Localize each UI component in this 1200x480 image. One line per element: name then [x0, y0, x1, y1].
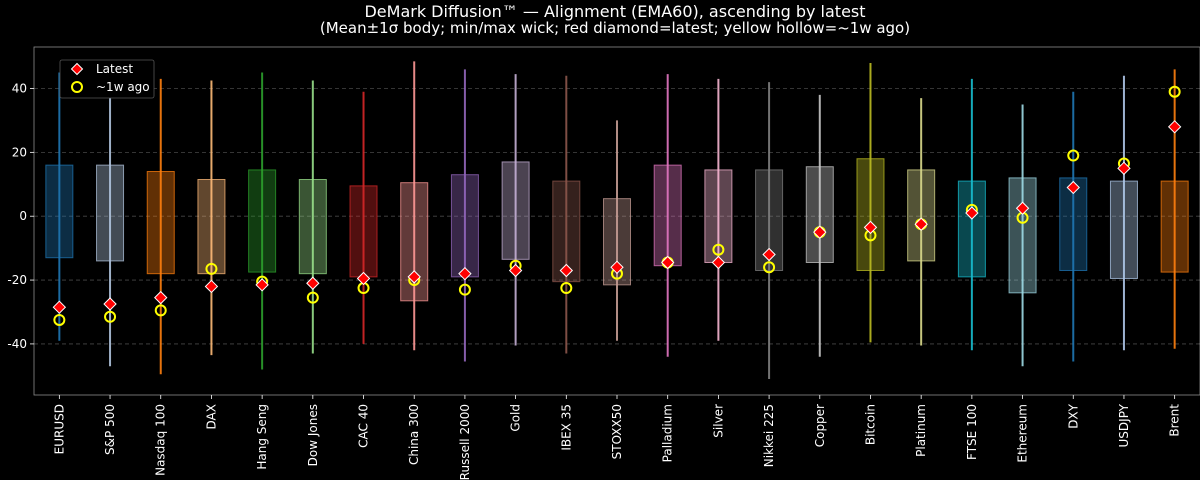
box-body	[957, 180, 986, 278]
x-tick-label: Nikkei 225	[762, 404, 776, 467]
x-tick-label: Copper	[813, 404, 827, 447]
x-tick-label: DXY	[1066, 403, 1080, 428]
latest-marker	[458, 266, 472, 281]
y-tick-label: 0	[19, 209, 27, 223]
week-ago-marker	[560, 282, 573, 295]
latest-marker	[660, 255, 675, 270]
box-body	[298, 178, 327, 275]
x-tick-label: Russell 2000	[458, 404, 472, 480]
box-body	[1008, 177, 1037, 294]
latest-marker	[154, 290, 168, 305]
latest-marker	[762, 247, 776, 262]
x-tick-label: IBEX 35	[559, 404, 573, 451]
y-tick-label: 40	[12, 82, 27, 96]
latest-marker	[610, 260, 624, 275]
latest-marker	[711, 255, 726, 270]
x-tick-label: FTSE 100	[965, 404, 979, 460]
latest-marker	[407, 270, 421, 284]
latest-marker	[508, 263, 523, 278]
legend-box	[59, 59, 155, 99]
latest-marker	[1167, 120, 1182, 134]
x-tick-label: Gold	[509, 404, 523, 432]
latest-marker	[204, 279, 219, 294]
week-ago-marker	[306, 291, 319, 304]
week-ago-marker	[53, 313, 66, 326]
box-body	[907, 169, 936, 262]
x-tick-label: STOXX50	[610, 404, 624, 459]
latest-marker	[965, 206, 979, 220]
week-ago-marker	[1067, 149, 1080, 162]
legend: Latest ~1w ago	[59, 59, 155, 99]
legend-week-ago-marker	[71, 81, 83, 93]
x-tick-label: Silver	[711, 404, 725, 438]
box-body	[1160, 180, 1189, 273]
week-ago-marker	[1168, 85, 1181, 98]
x-tick-label: Dow Jones	[306, 404, 320, 466]
box-body	[501, 161, 530, 260]
box-body	[248, 169, 277, 273]
box-body	[805, 166, 834, 264]
week-ago-marker	[205, 262, 218, 275]
week-ago-marker	[154, 304, 167, 317]
x-tick-label: DAX	[204, 404, 218, 429]
x-tick-label: Nasdaq 100	[154, 404, 168, 476]
y-tick-label: 20	[12, 145, 27, 159]
latest-marker	[1117, 161, 1131, 176]
box-body	[856, 158, 885, 271]
latest-marker	[103, 297, 117, 311]
latest-marker	[863, 220, 878, 235]
x-tick-label: S&P 500	[103, 404, 117, 455]
latest-marker	[255, 278, 269, 292]
x-tick-label: CAC 40	[357, 404, 371, 448]
week-ago-marker	[763, 261, 776, 274]
box-body	[1109, 180, 1138, 279]
latest-marker	[356, 271, 371, 286]
box-body	[45, 164, 74, 259]
box-body	[450, 174, 479, 278]
week-ago-marker	[712, 243, 725, 256]
x-tick-label: Ethereum	[1016, 404, 1030, 463]
x-tick-label: USDJPY	[1117, 403, 1131, 447]
week-ago-marker	[458, 283, 471, 296]
box-body	[704, 169, 733, 264]
latest-marker	[559, 263, 574, 278]
latest-marker	[306, 276, 320, 290]
box-body	[96, 164, 125, 262]
y-axis: -40 -20 0 20 40	[7, 82, 34, 351]
x-tick-label: China 300	[407, 404, 421, 465]
latest-marker	[1015, 201, 1030, 215]
box-body	[197, 178, 226, 275]
box-body	[349, 185, 378, 278]
x-tick-label: Brent	[1168, 404, 1182, 437]
markers-layer	[52, 85, 1182, 326]
legend-latest-label: Latest	[96, 62, 133, 76]
y-tick-label: -20	[7, 273, 27, 287]
y-tick-label: -40	[7, 337, 27, 351]
box-body	[653, 164, 682, 267]
box-body	[146, 171, 175, 275]
x-axis: EURUSD S&P 500 Nasdaq 100 DAX Hang Seng Dow J…	[52, 395, 1182, 480]
latest-marker	[1066, 180, 1080, 195]
latest-marker	[914, 217, 928, 231]
x-tick-label: Platinum	[914, 404, 928, 457]
x-tick-label: Hang Seng	[255, 404, 269, 470]
chart-subtitle: (Mean±1σ body; min/max wick; red diamond…	[320, 19, 910, 37]
latest-marker	[52, 300, 67, 314]
x-tick-label: Bitcoin	[863, 404, 877, 445]
week-ago-marker	[104, 310, 117, 323]
legend-week-ago-label: ~1w ago	[96, 80, 150, 94]
x-tick-label: EURUSD	[52, 404, 66, 454]
boxes-layer	[45, 61, 1189, 380]
latest-marker	[813, 225, 827, 239]
legend-latest-marker	[70, 62, 84, 76]
x-tick-label: Palladium	[661, 404, 675, 462]
chart-title: DeMark Diffusion™ — Alignment (EMA60), a…	[364, 2, 865, 21]
